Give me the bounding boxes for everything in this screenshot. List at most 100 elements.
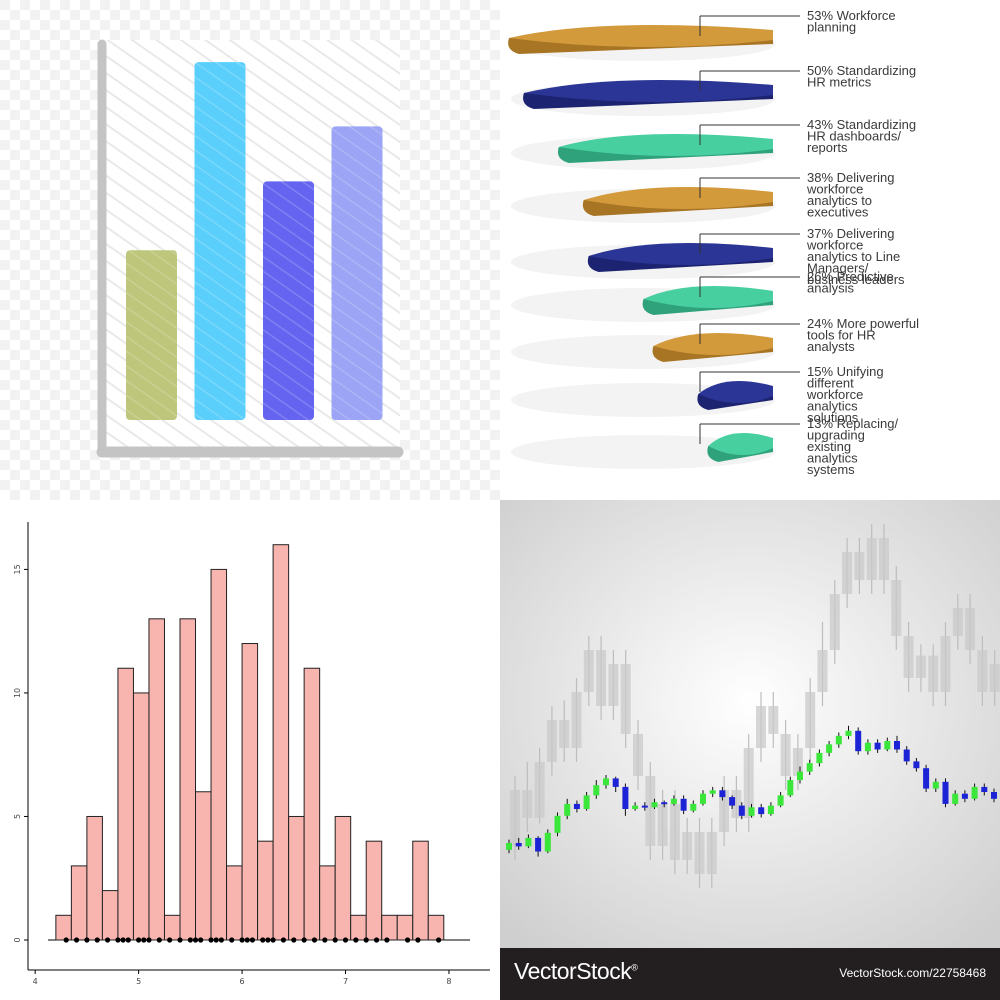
y-tick-label-0: 0 <box>13 937 22 942</box>
candle-body-38 <box>864 742 871 752</box>
bg-candle-body-21 <box>756 706 766 748</box>
candle-body-9 <box>583 795 590 809</box>
candle-body-37 <box>855 730 862 752</box>
x-tick-label-5: 5 <box>136 977 141 986</box>
hist-bar-5 <box>117 667 134 941</box>
disc-top-4 <box>583 187 773 210</box>
rug-point-34 <box>342 937 349 943</box>
disc-label-3: 43% Standardizing HR dashboards/reports <box>807 117 916 155</box>
disc-label-8: 15% Unifying different workforce analytics s… <box>806 364 884 425</box>
bar-4-texture <box>331 126 383 421</box>
candle-body-43 <box>913 761 920 769</box>
candle-body-16 <box>651 802 658 808</box>
rug-point-18 <box>208 937 214 943</box>
bg-candle-body-31 <box>879 538 889 580</box>
histogram-chart: 4 5 6 7 8 0 5 10 15 <box>13 522 490 986</box>
bg-candle-body-19 <box>731 790 742 818</box>
bg-candle-body-10 <box>620 664 631 734</box>
y-tick-label-10: 10 <box>13 688 22 698</box>
rug-point-32 <box>322 937 328 943</box>
rug-point-6 <box>115 937 121 943</box>
candle-body-2 <box>515 843 522 847</box>
candle-body-10 <box>593 785 600 796</box>
disc-label-4: 38% Delivering workforce analytics to execu… <box>806 170 894 220</box>
disc-top-7 <box>653 333 773 356</box>
rug-point-27 <box>270 937 276 943</box>
rug-point-28 <box>280 937 287 943</box>
bg-candle-body-35 <box>928 655 939 692</box>
hist-bar-3 <box>86 815 103 941</box>
histogram-panel: 4 5 6 7 8 0 5 10 15 <box>0 500 500 1000</box>
hist-bar-11 <box>210 568 228 941</box>
rug-point-8 <box>125 937 131 943</box>
disc-funnel-chart: 53% Workforce planning 50% Standardizing HR… <box>508 8 919 477</box>
rug-point-11 <box>146 937 152 943</box>
candle-body-6 <box>554 815 561 833</box>
rug-point-19 <box>213 937 219 943</box>
bg-candle-body-40 <box>989 664 1000 692</box>
disc-top-2 <box>523 80 773 103</box>
disc-funnel-panel: 53% Workforce planning 50% Standardizing HR… <box>500 0 1000 500</box>
hist-bar-19 <box>334 815 352 941</box>
hist-bar-24 <box>412 840 429 941</box>
rug-point-38 <box>384 937 390 943</box>
candle-body-24 <box>729 797 736 806</box>
x-tick-label-6: 6 <box>240 977 245 986</box>
bg-candle-body-4 <box>546 720 557 762</box>
candle-body-40 <box>884 741 891 750</box>
bg-candle-body-34 <box>915 655 926 678</box>
hist-bar-2 <box>70 865 88 941</box>
hist-bar-25 <box>427 914 445 941</box>
bg-candle-body-2 <box>522 790 533 818</box>
hist-bar-20 <box>350 914 367 941</box>
hist-bar-16 <box>288 815 305 941</box>
disc-top-6 <box>643 286 773 309</box>
bar-2-texture <box>194 62 246 420</box>
candle-body-17 <box>661 802 668 805</box>
watermark-url: VectorStock.com/22758468 <box>839 966 986 980</box>
disc-label-9: 13% Replacing/upgrading existing analytics… <box>807 416 898 477</box>
bg-candle-body-16 <box>694 832 705 874</box>
disc-top-9 <box>708 433 773 456</box>
bg-candle-body-28 <box>842 552 853 594</box>
candle-body-19 <box>680 798 687 811</box>
hist-bar-4 <box>101 890 119 941</box>
hist-bar-6 <box>132 692 150 941</box>
rug-point-7 <box>120 937 126 943</box>
bar-chart-panel <box>0 0 500 500</box>
rug-point-9 <box>136 937 142 943</box>
candle-body-45 <box>932 781 939 789</box>
rug-point-15 <box>187 937 193 943</box>
rug-point-3 <box>84 937 90 943</box>
rug-point-33 <box>332 937 338 943</box>
rug-point-22 <box>239 937 245 943</box>
x-tick-label-7: 7 <box>343 977 348 986</box>
candle-body-18 <box>670 798 677 804</box>
candle-body-35 <box>835 735 842 745</box>
rug-point-35 <box>353 937 359 943</box>
watermark-bar: VectorStock® VectorStock.com/22758468 <box>500 948 1000 1000</box>
bg-candle-body-36 <box>940 636 951 692</box>
rug-point-25 <box>260 937 266 943</box>
x-tick-label-8: 8 <box>446 977 451 986</box>
candlestick-panel: VectorStock® VectorStock.com/22758468 <box>500 500 1000 1000</box>
candle-body-33 <box>816 752 823 764</box>
bg-candle-body-7 <box>583 650 594 692</box>
hist-bar-8 <box>163 914 181 941</box>
disc-top-8 <box>698 381 773 404</box>
candle-body-51 <box>991 792 997 799</box>
bg-candle-body-33 <box>903 636 914 678</box>
candle-body-12 <box>612 778 619 787</box>
candlestick-chart <box>500 500 1000 948</box>
bg-candle-body-18 <box>719 790 730 832</box>
rug-point-14 <box>177 937 183 943</box>
bg-candle-body-9 <box>608 664 619 706</box>
rug-point-13 <box>167 937 173 943</box>
hist-bar-15 <box>272 544 290 941</box>
rug-point-4 <box>94 937 100 943</box>
hist-bar-7 <box>148 618 165 941</box>
rug-point-31 <box>311 937 318 943</box>
candle-body-13 <box>622 786 629 809</box>
disc-top-1 <box>509 25 773 48</box>
candle-body-22 <box>709 790 716 794</box>
